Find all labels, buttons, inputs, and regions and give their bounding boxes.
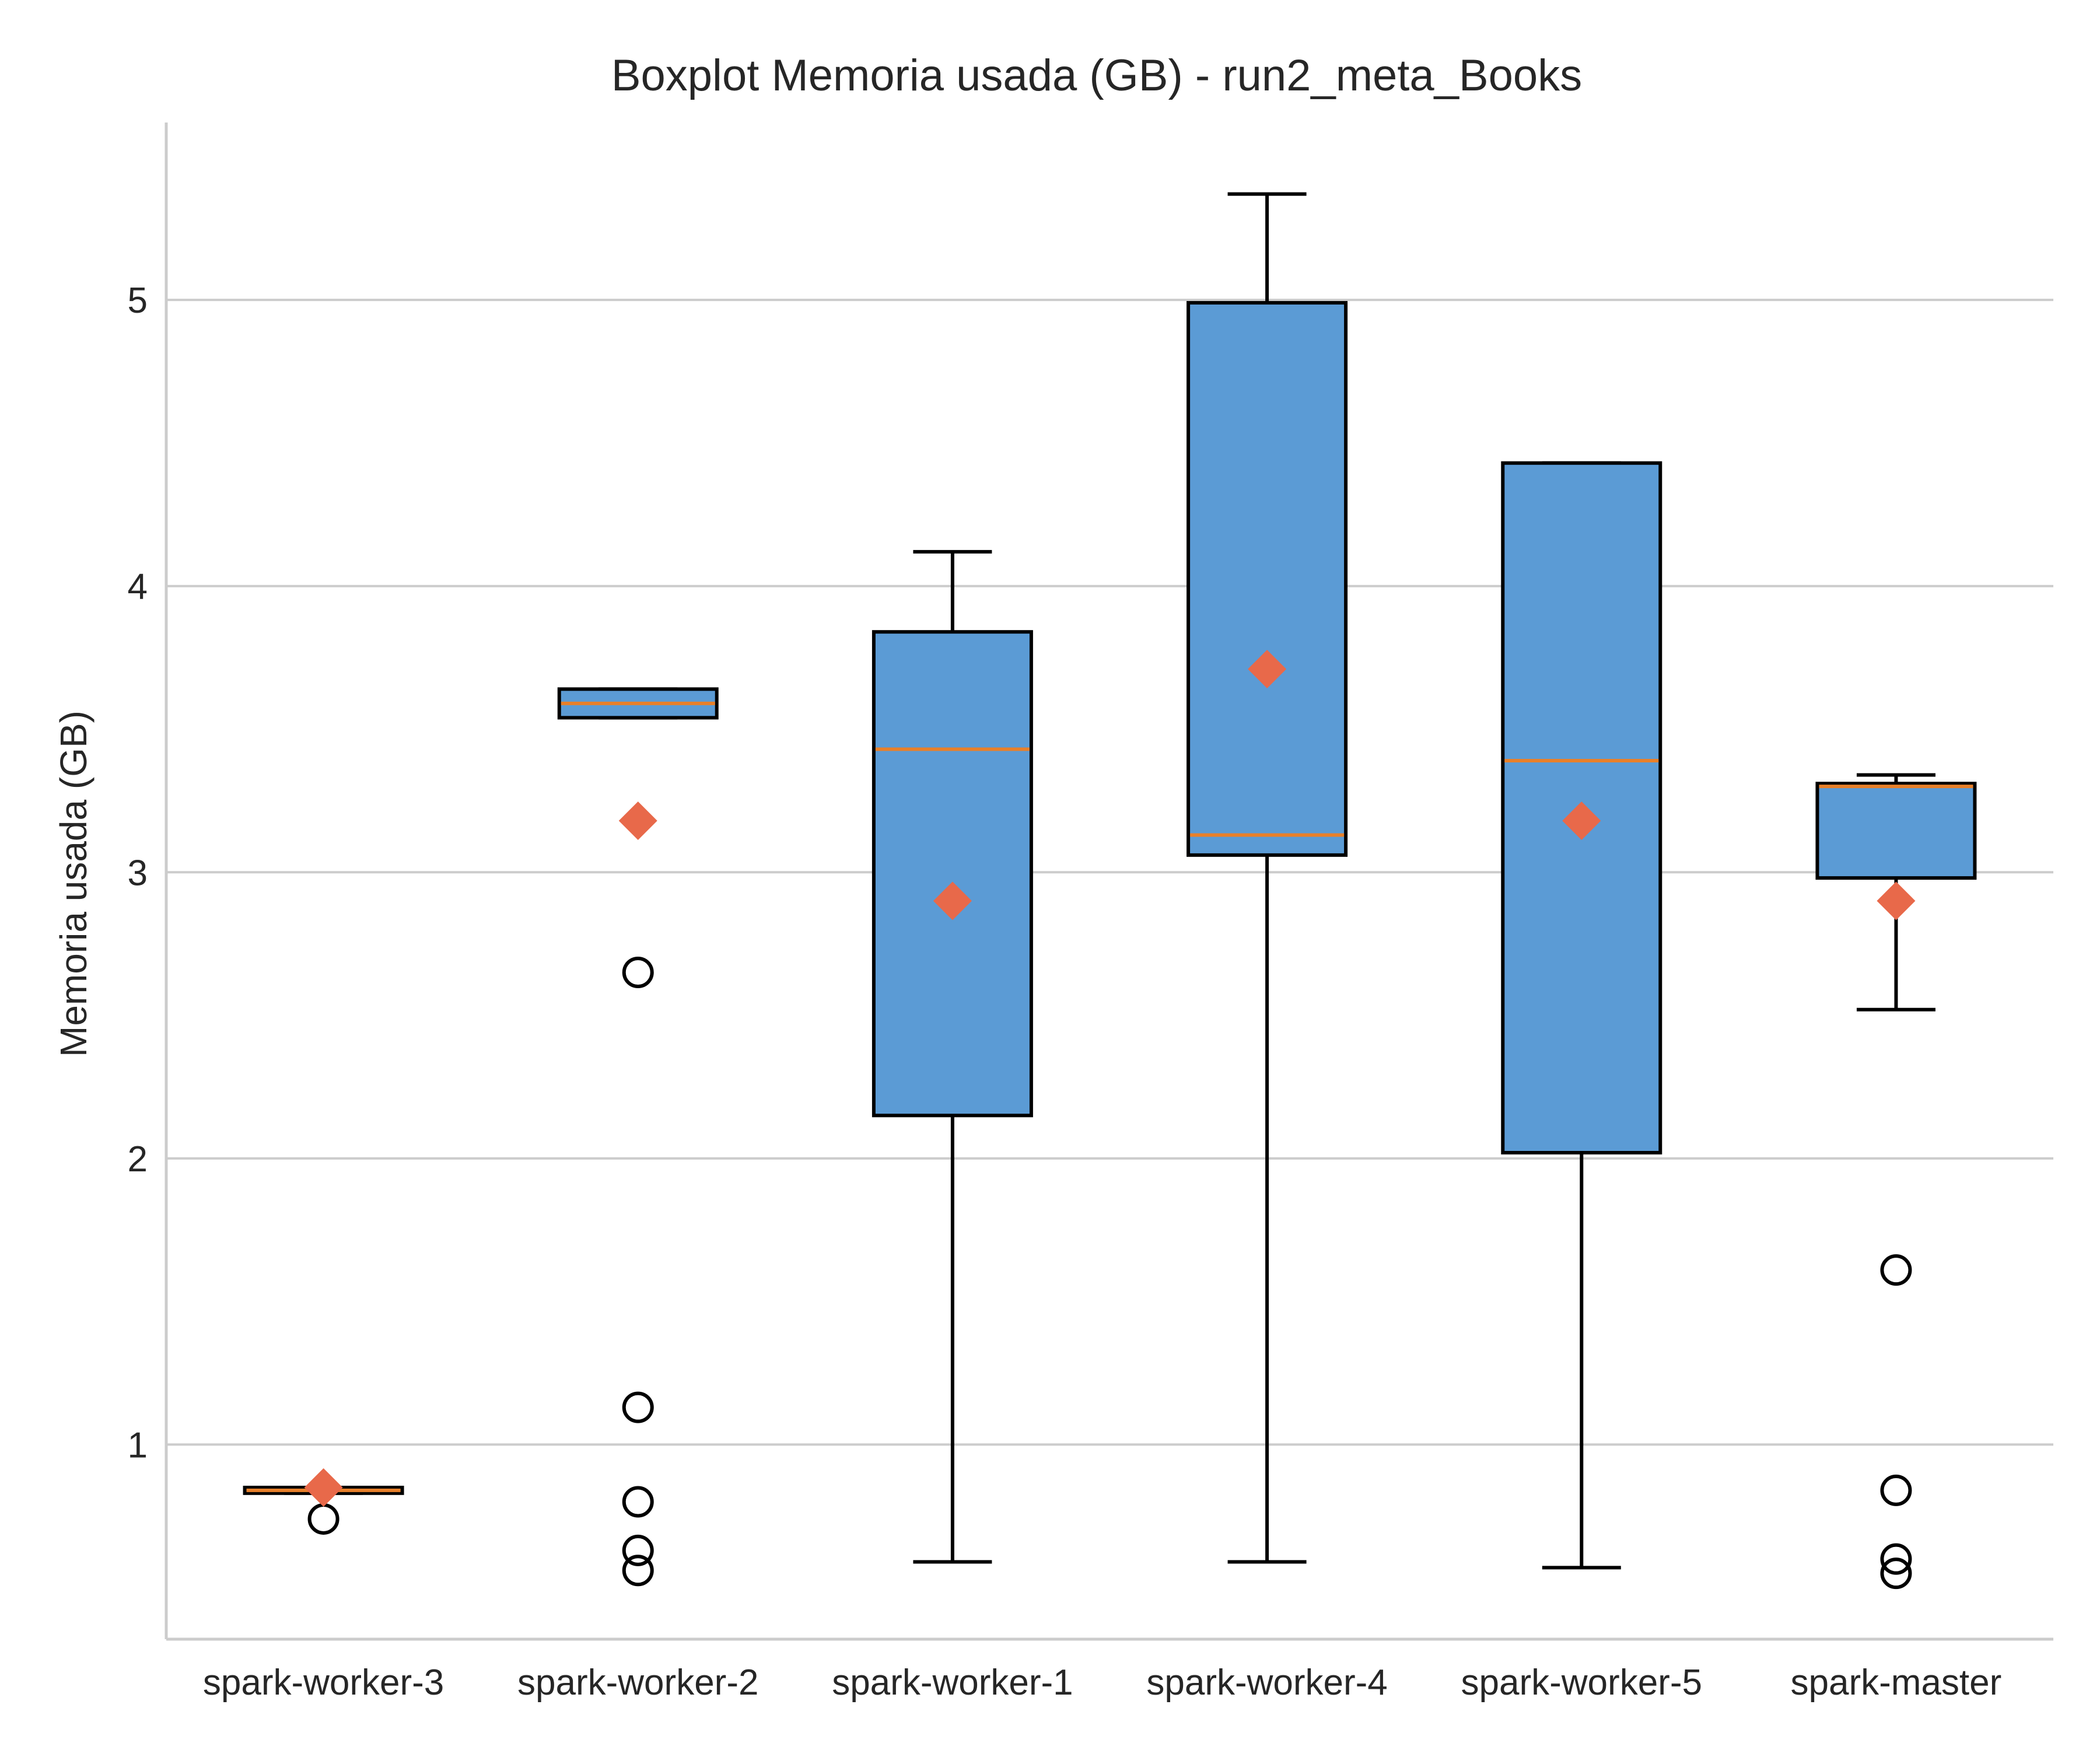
mean-marker (1562, 801, 1601, 840)
mean-marker (933, 881, 972, 921)
x-tick-label: spark-worker-3 (203, 1662, 444, 1703)
mean-marker (618, 801, 657, 840)
y-tick-label: 3 (128, 853, 148, 893)
y-axis-label: Memoria usada (GB) (52, 710, 94, 1057)
outlier-point (622, 1391, 654, 1423)
mean-marker (1248, 649, 1287, 688)
mean-marker (1877, 881, 1916, 921)
y-tick-label: 4 (128, 567, 148, 607)
outlier-point (622, 1534, 654, 1566)
x-tick-label: spark-worker-1 (832, 1662, 1073, 1703)
x-tick-label: spark-worker-5 (1461, 1662, 1702, 1703)
y-tick-labels: 1 2 3 4 5 (128, 281, 148, 1465)
outlier-point (1880, 1558, 1912, 1590)
outlier-point (622, 956, 654, 988)
gridlines (166, 299, 2053, 1446)
outlier-point (622, 1486, 654, 1518)
box-spark-worker-5 (1501, 461, 1662, 1570)
x-tick-labels: spark-worker-3 spark-worker-2 spark-worker… (203, 1662, 2001, 1703)
x-tick-label: spark-worker-2 (517, 1662, 758, 1703)
mean-marker (304, 1468, 343, 1507)
y-tick-label: 2 (128, 1139, 148, 1180)
x-tick-label: spark-master (1791, 1662, 2002, 1703)
box-spark-worker-1 (872, 550, 1033, 1564)
axes-spines (164, 123, 2053, 1641)
outlier-point (307, 1503, 340, 1535)
box-iqr (1186, 301, 1348, 857)
outlier-point (622, 1555, 654, 1587)
box-spark-worker-3 (243, 1468, 404, 1535)
box-spark-master (1815, 773, 1977, 1590)
x-tick-label: spark-worker-4 (1146, 1662, 1387, 1703)
box-iqr (1815, 782, 1977, 880)
outlier-point (1880, 1254, 1912, 1286)
y-tick-label: 1 (128, 1425, 148, 1465)
chart-title: Boxplot Memoria usada (GB) - run2_meta_B… (611, 51, 1582, 100)
y-tick-label: 5 (128, 281, 148, 321)
box-spark-worker-2 (557, 687, 719, 1587)
boxes (243, 192, 1977, 1590)
outlier-point (1880, 1474, 1912, 1506)
box-spark-worker-4 (1186, 192, 1348, 1564)
outlier-point (1880, 1543, 1912, 1575)
box-iqr (872, 630, 1033, 1118)
